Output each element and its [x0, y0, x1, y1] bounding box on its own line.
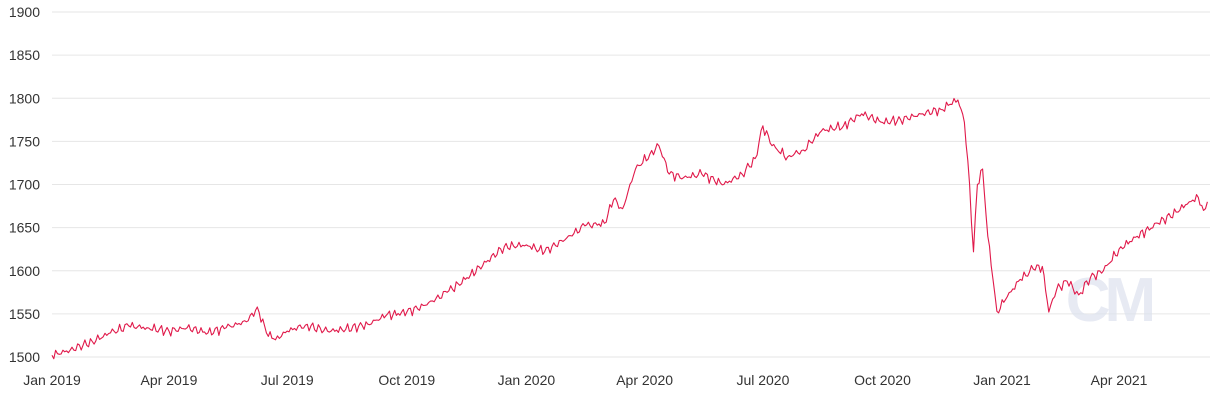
price-series-line [51, 97, 1208, 360]
y-tick-label: 1650 [9, 220, 40, 236]
y-tick-label: 1550 [9, 306, 40, 322]
x-tick-label: Apr 2021 [1091, 372, 1148, 388]
watermark-text: CM [1066, 266, 1153, 335]
x-tick-label: Jan 2021 [973, 372, 1031, 388]
x-tick-label: Apr 2020 [616, 372, 673, 388]
x-tick-label: Oct 2019 [378, 372, 435, 388]
x-tick-label: Jul 2020 [736, 372, 789, 388]
x-tick-label: Oct 2020 [854, 372, 911, 388]
x-tick-label: Jul 2019 [261, 372, 314, 388]
x-tick-label: Jan 2020 [498, 372, 556, 388]
y-tick-label: 1750 [9, 133, 40, 149]
series-group [51, 97, 1208, 360]
y-tick-label: 1500 [9, 349, 40, 365]
watermark-logo: CM [1066, 266, 1159, 335]
y-tick-label: 1800 [9, 90, 40, 106]
y-tick-label: 1850 [9, 47, 40, 63]
y-axis-tick-labels: 1500 1550 1600 1650 1700 1750 1800 1850 1900 [9, 4, 40, 365]
y-tick-label: 1600 [9, 263, 40, 279]
x-tick-label: Apr 2019 [141, 372, 198, 388]
y-tick-label: 1700 [9, 177, 40, 193]
x-axis-tick-labels: Jan 2019 Apr 2019 Jul 2019 Oct 2019 Jan 2020… [23, 372, 1147, 388]
y-tick-label: 1900 [9, 4, 40, 20]
x-tick-label: Jan 2019 [23, 372, 81, 388]
y-gridlines [52, 11, 1210, 358]
